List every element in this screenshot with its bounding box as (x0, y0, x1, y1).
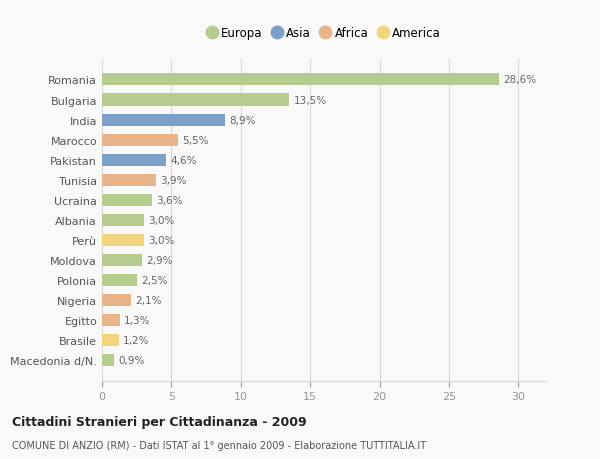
Bar (102, 254, 142, 266)
Text: Cittadini Stranieri per Cittadinanza - 2009: Cittadini Stranieri per Cittadinanza - 2… (12, 415, 307, 428)
Bar (102, 235, 143, 246)
Bar (102, 294, 131, 306)
Bar (102, 134, 178, 146)
Bar (102, 154, 166, 166)
Bar (102, 174, 156, 186)
Text: 1,3%: 1,3% (124, 315, 151, 325)
Bar (102, 114, 226, 126)
Bar (102, 94, 289, 106)
Text: 3,6%: 3,6% (156, 196, 182, 205)
Text: 2,9%: 2,9% (146, 255, 173, 265)
Text: 1,2%: 1,2% (123, 336, 149, 345)
Text: 8,9%: 8,9% (230, 115, 256, 125)
Bar (102, 194, 152, 206)
Text: COMUNE DI ANZIO (RM) - Dati ISTAT al 1° gennaio 2009 - Elaborazione TUTTITALIA.I: COMUNE DI ANZIO (RM) - Dati ISTAT al 1° … (12, 440, 426, 450)
Text: 28,6%: 28,6% (503, 75, 536, 85)
Text: 0,9%: 0,9% (119, 355, 145, 365)
Bar (102, 314, 120, 326)
Text: 2,5%: 2,5% (141, 275, 167, 285)
Bar (102, 334, 119, 347)
Bar (102, 354, 115, 366)
Bar (102, 74, 499, 86)
Text: 3,0%: 3,0% (148, 235, 174, 245)
Text: 13,5%: 13,5% (293, 95, 326, 105)
Bar (102, 214, 143, 226)
Text: 4,6%: 4,6% (170, 155, 196, 165)
Legend: Europa, Asia, Africa, America: Europa, Asia, Africa, America (203, 24, 445, 44)
Text: 2,1%: 2,1% (136, 295, 162, 305)
Text: 3,0%: 3,0% (148, 215, 174, 225)
Bar (102, 274, 137, 286)
Text: 5,5%: 5,5% (182, 135, 209, 146)
Text: 3,9%: 3,9% (160, 175, 187, 185)
